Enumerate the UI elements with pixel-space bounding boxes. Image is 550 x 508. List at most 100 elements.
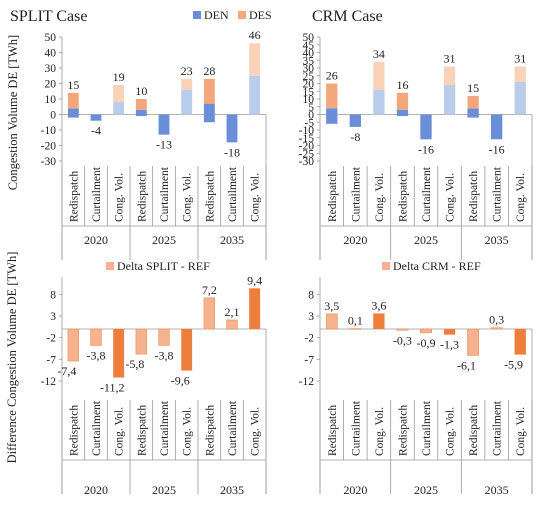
bar-den [396, 109, 409, 117]
y-tick-label: 8 [308, 289, 314, 301]
bar-den [443, 85, 456, 115]
panel-split-case: -30 -20 -10 0 10 20 30 40 50 Redispatch Curtailmen… [6, 8, 272, 260]
bar-des [443, 66, 456, 86]
data-label: 31 [514, 51, 526, 65]
category-label: Redispatch [204, 171, 216, 222]
y-tick-label: 40 [303, 48, 315, 60]
bar-delta [373, 313, 385, 329]
data-label: -3,8 [87, 348, 106, 362]
y-tick-label: 8 [50, 289, 56, 301]
panel-delta-crm: -12 -7 -2 3 8 Redispatch Curtailment Cong. Vol.… [299, 259, 533, 497]
category-label: Redispatch [468, 405, 480, 456]
y-tick-label: -10 [41, 125, 57, 137]
data-label: -8 [350, 130, 360, 144]
bar-delta [158, 328, 170, 346]
bar-delta [349, 328, 362, 330]
chart-title: CRM Case [312, 8, 383, 25]
category-label: Curtailment [350, 400, 362, 456]
data-label: -18 [224, 145, 240, 159]
legend-swatch [193, 11, 201, 19]
category-label: Redispatch [204, 405, 216, 456]
panel-delta-split: -12 -7 -2 3 8 Redispatch Curtailment Cong. Vol.… [5, 252, 267, 497]
data-label: 23 [181, 64, 193, 78]
bar-den [181, 89, 193, 115]
y-tick-label: -20 [299, 141, 315, 153]
data-label: 9,4 [247, 273, 262, 287]
bar-den [67, 108, 79, 118]
bar-des [249, 43, 261, 76]
data-label: -13 [156, 138, 172, 152]
data-label: -9,6 [171, 374, 190, 388]
group-label: 2020 [84, 483, 108, 497]
y-tick-label: -20 [41, 141, 57, 153]
data-label: -6,1 [457, 358, 476, 372]
group-label: 2020 [343, 233, 367, 247]
data-label: -0,9 [417, 336, 436, 350]
category-label: Curtailment [159, 400, 171, 456]
y-tick-label: 20 [303, 79, 315, 91]
y-tick-label: 45 [303, 40, 315, 52]
bar-den [226, 114, 238, 143]
bar-delta [90, 328, 102, 346]
category-label: Cong. Vol. [250, 407, 262, 456]
bar-des [514, 66, 526, 82]
category-label: Redispatch [68, 171, 80, 222]
category-label: Redispatch [397, 405, 409, 456]
category-label: Redispatch [327, 171, 339, 222]
bar-des [396, 92, 409, 110]
data-label: 28 [203, 64, 215, 78]
bar-des [113, 85, 125, 103]
bar-delta [514, 329, 526, 355]
data-label: -16 [489, 142, 505, 156]
category-label: Cong. Vol. [182, 173, 194, 222]
bar-den [203, 103, 215, 123]
group-label: 2025 [414, 233, 438, 247]
bar-delta [420, 328, 432, 334]
group-label: 2025 [152, 483, 176, 497]
y-tick-label: -10 [299, 125, 315, 137]
bar-des [373, 61, 385, 90]
category-label: Cong. Vol. [114, 407, 126, 456]
category-label: Cong. Vol. [182, 407, 194, 456]
y-tick-label: -2 [304, 333, 314, 345]
category-label: Cong. Vol. [114, 173, 126, 222]
data-label: 46 [249, 28, 261, 42]
bar-delta [249, 288, 261, 329]
y-tick-label: 20 [45, 79, 57, 91]
category-label: Curtailment [227, 166, 239, 222]
y-tick-label: -7 [46, 354, 56, 366]
data-label: 0,3 [489, 313, 504, 327]
group-label: 2035 [220, 483, 244, 497]
data-label: 34 [373, 47, 385, 61]
data-label: 3,6 [371, 298, 386, 312]
y-tick-label: -7 [304, 354, 314, 366]
data-label: -1,3 [440, 338, 459, 352]
category-label: Cong. Vol. [445, 407, 457, 456]
category-label: Curtailment [492, 400, 504, 456]
y-tick-label: -12 [41, 376, 57, 388]
category-label: Curtailment [227, 400, 239, 456]
chart-title: SPLIT Case [10, 8, 87, 25]
y-tick-label: 0 [50, 110, 56, 122]
category-label: Curtailment [159, 166, 171, 222]
data-label: 26 [326, 69, 338, 83]
bar-delta [443, 329, 456, 335]
category-label: Cong. Vol. [250, 173, 262, 222]
bar-delta [135, 328, 148, 355]
category-label: Cong. Vol. [445, 173, 457, 222]
legend-label: DES [249, 8, 272, 22]
bar-des [467, 95, 479, 109]
bar-des [67, 92, 79, 109]
bar-den [326, 108, 338, 124]
category-label: Curtailment [421, 400, 433, 456]
bar-den [349, 114, 361, 127]
bar-des [203, 78, 215, 104]
data-label: 19 [113, 70, 125, 84]
data-label: 2,1 [225, 305, 240, 319]
bar-den [467, 108, 479, 118]
data-label: 0,1 [348, 314, 363, 328]
data-label: 15 [67, 78, 79, 92]
y-tick-label: 25 [303, 71, 315, 83]
group-label: 2035 [485, 233, 509, 247]
